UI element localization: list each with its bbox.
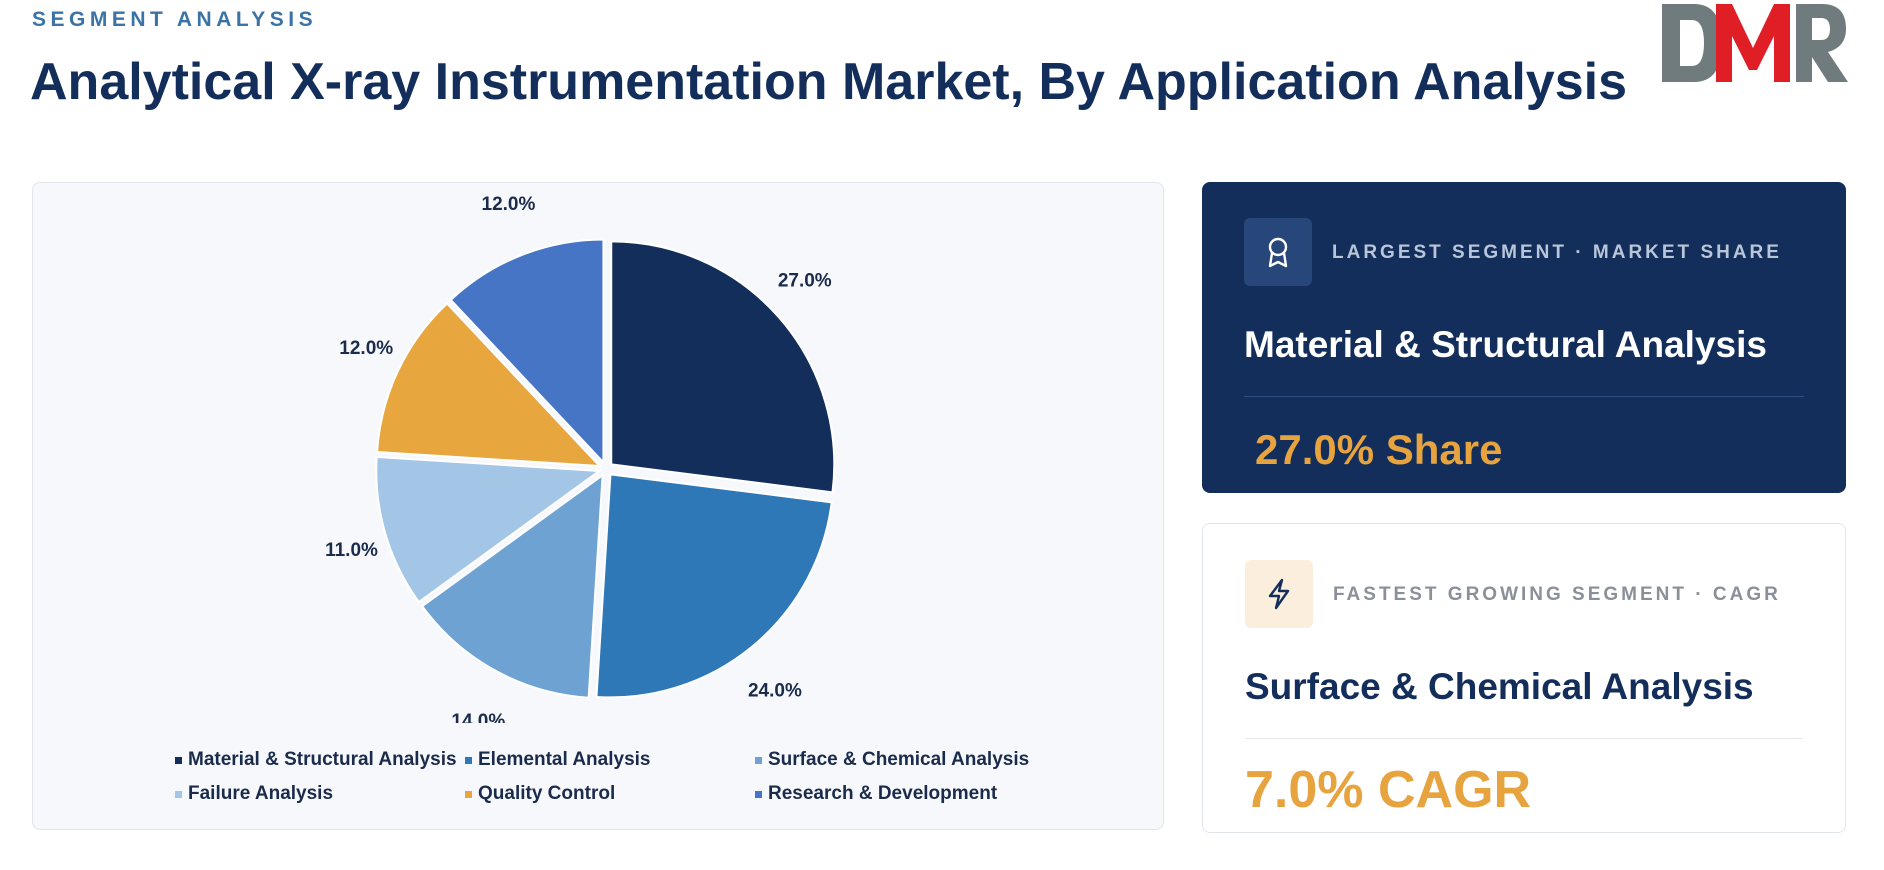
pie-slice (595, 473, 833, 699)
pie-slice (376, 302, 603, 468)
fastest-growing-title: Surface & Chemical Analysis (1245, 666, 1754, 707)
largest-segment-card: LARGEST SEGMENT · MARKET SHARE Material … (1202, 182, 1846, 493)
legend-swatch (465, 756, 472, 764)
largest-segment-label: LARGEST SEGMENT · MARKET SHARE (1332, 242, 1782, 263)
slice-label: 24.0% (748, 681, 802, 702)
legend-label: Surface & Chemical Analysis (768, 749, 1030, 770)
pie-chart: 27.0% 24.0% 14.0% 11.0% 12.0% 12.0% (325, 194, 836, 723)
pie-slice (449, 238, 605, 466)
legend-label: Material & Structural Analysis (188, 749, 457, 770)
largest-segment-title: Material & Structural Analysis (1244, 324, 1767, 365)
slice-label: 12.0% (339, 338, 393, 359)
legend-label: Elemental Analysis (478, 749, 651, 770)
slice-label: 11.0% (325, 540, 378, 561)
pie-slice (420, 473, 604, 699)
legend-item: Failure Analysis (175, 783, 465, 805)
legend-item: Quality Control (465, 783, 755, 805)
pie-slice (375, 455, 603, 604)
divider (1245, 738, 1803, 739)
slice-label: 27.0% (778, 271, 832, 292)
legend-item: Elemental Analysis (465, 749, 755, 771)
slice-label: 14.0% (451, 711, 505, 723)
divider (1244, 396, 1804, 397)
slice-label: 12.0% (482, 194, 536, 215)
award-icon (1244, 218, 1312, 286)
legend-label: Failure Analysis (188, 783, 334, 804)
legend-swatch (755, 756, 762, 764)
legend-swatch (755, 790, 762, 798)
legend-swatch (175, 756, 182, 764)
legend-swatch (175, 790, 182, 798)
eyebrow-label: SEGMENT ANALYSIS (32, 8, 318, 31)
page-title: Analytical X-ray Instrumentation Market,… (30, 53, 1627, 111)
chart-panel: 27.0% 24.0% 14.0% 11.0% 12.0% 12.0% Material … (32, 182, 1164, 830)
legend-label: Research & Development (768, 783, 998, 804)
legend-swatch (465, 790, 472, 798)
fastest-growing-label: FASTEST GROWING SEGMENT · CAGR (1333, 584, 1781, 605)
dmr-logo (1662, 4, 1848, 82)
fastest-growing-card: FASTEST GROWING SEGMENT · CAGR Surface &… (1202, 523, 1846, 833)
legend-label: Quality Control (478, 783, 616, 804)
largest-segment-value: 27.0% Share (1255, 426, 1503, 473)
lightning-icon (1245, 560, 1313, 628)
legend-item: Research & Development (755, 783, 1055, 805)
legend-item: Material & Structural Analysis (175, 749, 465, 771)
legend-item: Surface & Chemical Analysis (755, 749, 1055, 771)
pie-slice (610, 240, 836, 494)
chart-legend: Material & Structural Analysis Elemental … (175, 749, 1075, 805)
fastest-growing-value: 7.0% CAGR (1245, 761, 1532, 819)
